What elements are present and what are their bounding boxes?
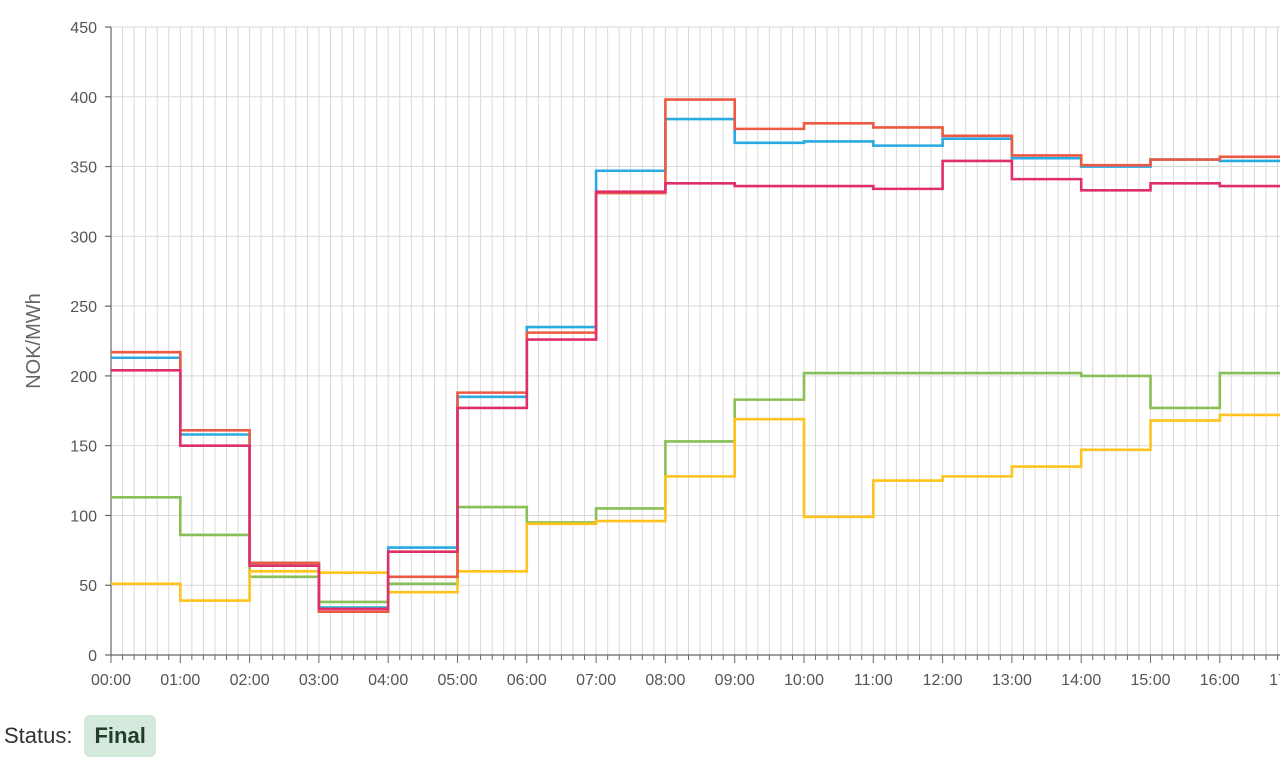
series-layer	[111, 98, 1280, 614]
x-tick-label: 01:00	[160, 672, 200, 689]
y-axis-title: NOK/MWh	[23, 293, 45, 389]
x-tick-label: 04:00	[368, 672, 408, 689]
x-tick-label: 17:00	[1269, 672, 1280, 689]
x-tick-label: 14:00	[1061, 672, 1101, 689]
x-tick-label: 11:00	[854, 672, 893, 689]
y-tick-label: 0	[88, 648, 97, 665]
x-tick-label: 00:00	[91, 672, 131, 689]
y-tick-label: 300	[70, 229, 97, 246]
x-tick-label: 09:00	[715, 672, 755, 689]
y-tick-label: 150	[70, 439, 97, 456]
y-tick-label: 200	[70, 369, 97, 386]
x-tick-label: 08:00	[645, 672, 685, 689]
status-label: Status:	[4, 723, 73, 748]
x-tick-label: 07:00	[576, 672, 616, 689]
x-tick-label: 13:00	[992, 672, 1032, 689]
grid-layer	[110, 26, 1280, 656]
y-tick-label: 100	[70, 508, 97, 525]
x-tick-label: 05:00	[437, 672, 477, 689]
y-tick-label: 350	[70, 160, 97, 177]
status-badge: Final	[84, 715, 156, 757]
x-tick-label: 06:00	[507, 672, 547, 689]
x-tick-label: 16:00	[1200, 672, 1240, 689]
x-tick-label: 02:00	[230, 672, 270, 689]
series-line-5	[111, 159, 1280, 611]
x-tick-label: 12:00	[923, 672, 963, 689]
y-tick-label: 250	[70, 299, 97, 316]
price-chart-svg: 0 50 100 150 200 250 300 350 400 450 00:00 01:00 02:…	[23, 20, 1280, 689]
y-tick-label: 400	[70, 90, 97, 107]
x-tick-label: 10:00	[784, 672, 824, 689]
y-tick-label: 450	[70, 20, 97, 37]
y-tick-label: 50	[79, 578, 97, 595]
status-row: Status: Final	[4, 715, 156, 757]
axis-layer: 0 50 100 150 200 250 300 350 400 450 00:00 01:00 02:…	[70, 20, 1280, 689]
x-tick-label: 15:00	[1130, 672, 1170, 689]
x-tick-label: 03:00	[299, 672, 339, 689]
price-chart: 0 50 100 150 200 250 300 350 400 450 00:00 01:00 02:…	[23, 20, 1280, 689]
